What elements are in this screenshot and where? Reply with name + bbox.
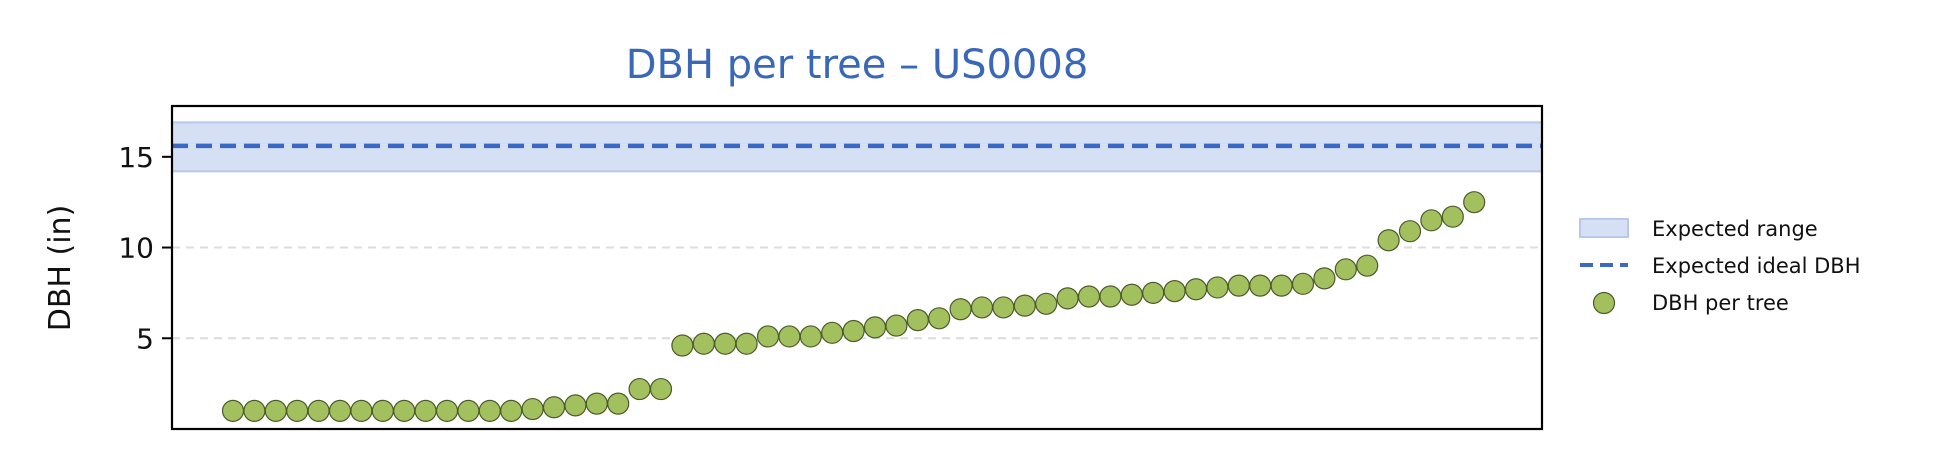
data-point (1163, 279, 1186, 303)
data-point (350, 399, 373, 422)
data-point (243, 399, 266, 422)
data-point (756, 325, 780, 348)
data-point (1377, 229, 1400, 252)
data-point (1013, 294, 1036, 317)
data-point (414, 399, 437, 422)
data-point (221, 399, 245, 422)
y-tick-label-5: 5 (136, 322, 154, 355)
data-point (1463, 191, 1486, 214)
data-point (992, 296, 1015, 319)
data-point (949, 298, 972, 321)
data-point (1334, 258, 1357, 281)
data-point (393, 399, 416, 422)
data-point (1056, 287, 1079, 310)
data-point (478, 399, 501, 422)
data-point (692, 332, 715, 355)
data-point (1206, 276, 1229, 299)
data-point (649, 377, 673, 401)
data-point (628, 377, 651, 401)
data-point (799, 325, 822, 348)
data-point (842, 319, 865, 343)
data-point (286, 399, 309, 422)
data-point (1313, 267, 1336, 290)
y-axis-ticks: 5 10 15 (118, 141, 172, 355)
legend: Expected range Expected ideal DBH DBH pe… (1579, 217, 1860, 315)
data-point (714, 332, 737, 355)
data-point (328, 399, 352, 422)
data-point (435, 399, 459, 422)
data-point (264, 399, 287, 422)
data-point (585, 392, 608, 415)
data-point (970, 296, 994, 319)
y-tick-label-10: 10 (118, 232, 154, 265)
data-point (1249, 274, 1272, 297)
y-tick-label-15: 15 (118, 141, 154, 174)
data-point (885, 314, 908, 337)
data-point (521, 397, 544, 421)
legend-swatch-expected-range (1579, 218, 1629, 238)
data-point (1398, 220, 1422, 243)
data-point (821, 321, 844, 344)
data-point (307, 399, 330, 422)
data-point (500, 399, 523, 422)
data-point (564, 394, 587, 417)
data-point (542, 396, 566, 419)
data-point (1356, 254, 1379, 277)
data-points (221, 191, 1486, 422)
data-point (1077, 285, 1101, 308)
legend-label-expected-ideal: Expected ideal DBH (1652, 254, 1860, 278)
plot-area-frame (170, 104, 1544, 431)
data-point (735, 332, 758, 355)
data-point (1184, 278, 1208, 301)
y-axis-label: DBH (in) (43, 205, 78, 332)
data-point (1420, 209, 1443, 232)
data-point (1120, 283, 1143, 306)
data-point (1227, 274, 1250, 297)
data-point (1441, 205, 1464, 228)
data-point (457, 399, 480, 422)
data-point (671, 334, 694, 357)
data-point (778, 325, 801, 348)
data-point (928, 307, 951, 330)
data-point (371, 399, 394, 422)
data-point (863, 316, 887, 339)
chart-title: DBH per tree – US0008 (626, 42, 1089, 88)
grid-lines (172, 155, 1542, 340)
data-point (1035, 292, 1058, 315)
data-point (1142, 281, 1165, 305)
data-point (906, 309, 929, 332)
data-point (1291, 272, 1315, 295)
data-point (1099, 285, 1122, 308)
data-point (607, 392, 630, 415)
legend-label-dbh-per-tree: DBH per tree (1652, 291, 1789, 315)
legend-swatch-dbh-per-tree (1592, 291, 1616, 315)
data-point (1270, 274, 1293, 297)
legend-label-expected-range: Expected range (1652, 217, 1818, 241)
